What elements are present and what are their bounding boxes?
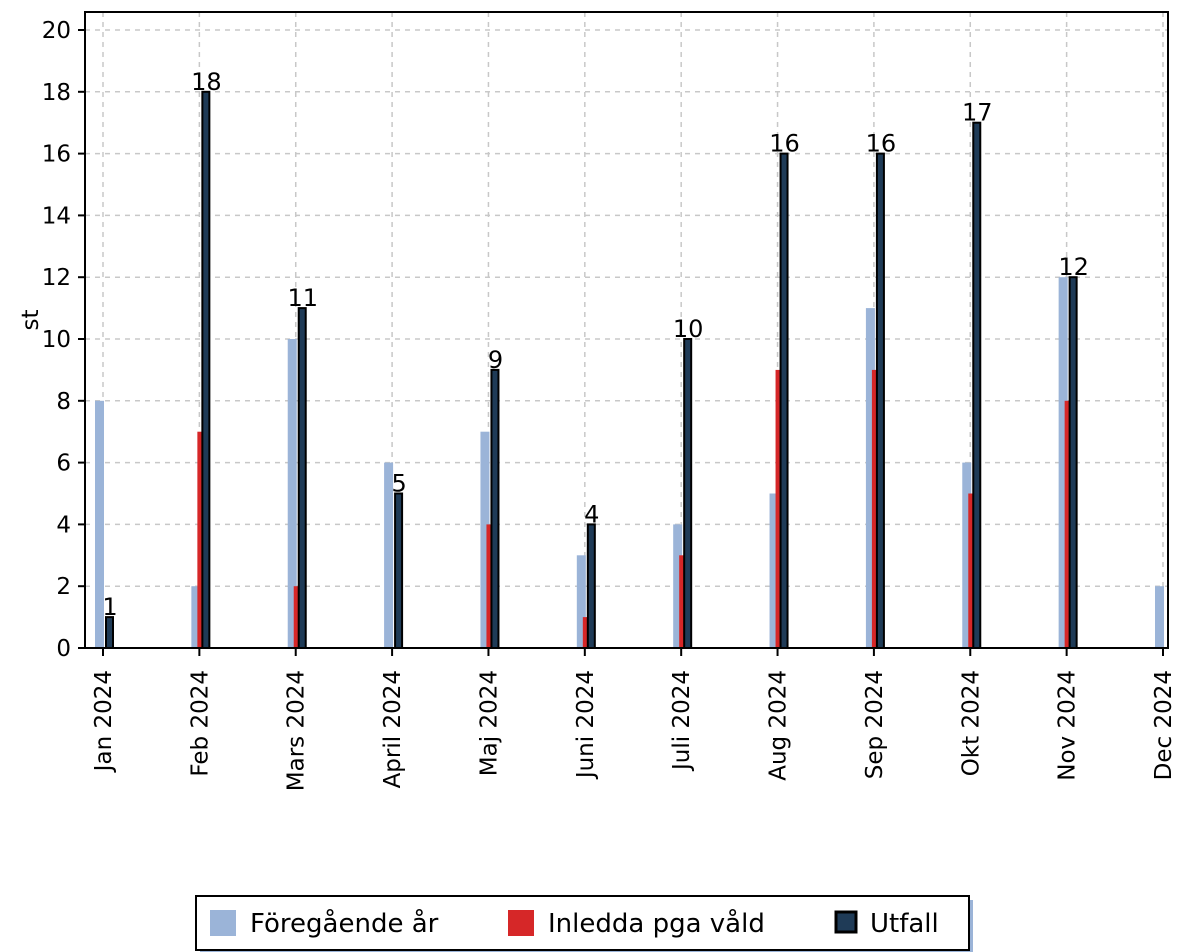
legend-label-foregaende-ar: Föregående år (250, 908, 439, 939)
data-label: 16 (769, 130, 800, 158)
data-label: 12 (1058, 253, 1089, 281)
x-tick-label: Feb 2024 (187, 670, 213, 777)
bar-inledda-pga-vald (871, 369, 877, 648)
y-tick-label: 0 (56, 636, 71, 662)
x-tick-label: Juli 2024 (669, 670, 695, 772)
data-label: 17 (962, 99, 993, 127)
bar-utfall (972, 121, 982, 649)
data-label: 9 (488, 346, 503, 374)
plot-frame (84, 11, 1169, 649)
data-label: 16 (866, 130, 897, 158)
bar-foregaende-ar (962, 462, 972, 648)
bar-foregaende-ar (865, 308, 875, 648)
bar-foregaende-ar (769, 493, 779, 648)
bar-inledda-pga-vald (1064, 400, 1070, 648)
y-tick-label: 20 (42, 18, 71, 44)
bars-layer: 1 18 11 5 9 4 10 16 16 17 12 (95, 68, 1164, 650)
bar-utfall (394, 492, 404, 649)
bar-inledda-pga-vald (775, 369, 781, 648)
bar-foregaende-ar (1058, 277, 1068, 648)
bar-utfall (490, 368, 500, 649)
bar-utfall (683, 338, 693, 649)
bar-utfall (1068, 276, 1078, 649)
data-label: 1 (102, 593, 117, 621)
x-tick-label: Nov 2024 (1055, 670, 1081, 781)
bar-foregaende-ar (480, 431, 490, 648)
data-label: 5 (391, 470, 406, 498)
bar-inledda-pga-vald (582, 617, 588, 648)
x-tick-label: Okt 2024 (958, 670, 984, 776)
legend-label-inledda-pga-vald: Inledda pga våld (548, 908, 765, 939)
legend-swatch-foregaende-ar (210, 910, 236, 936)
bar-utfall (201, 90, 211, 650)
legend-swatch-utfall (834, 910, 858, 934)
y-tick-label: 16 (42, 142, 71, 168)
bar-utfall (105, 616, 114, 649)
x-tick-label: Maj 2024 (476, 670, 502, 776)
legend-swatch-inledda-pga-vald (508, 910, 534, 936)
x-tick-label: Dec 2024 (1151, 670, 1177, 780)
y-tick-label: 12 (42, 265, 71, 291)
y-tick-label: 14 (42, 203, 71, 229)
grid-lines (85, 12, 1168, 648)
y-tick-label: 4 (56, 512, 71, 538)
bar-inledda-pga-vald (197, 431, 203, 648)
x-tick-label: April 2024 (380, 670, 406, 788)
y-tick-label: 10 (42, 327, 71, 353)
bar-foregaende-ar (384, 462, 394, 648)
data-label: 11 (287, 284, 318, 312)
bar-utfall (586, 523, 596, 650)
bar-utfall (875, 152, 885, 649)
bar-inledda-pga-vald (486, 524, 492, 648)
y-tick-label: 18 (42, 80, 71, 106)
bar-inledda-pga-vald (968, 493, 974, 648)
y-axis-title: st (18, 309, 44, 330)
bar-utfall (297, 307, 307, 649)
legend-label-utfall: Utfall (870, 909, 939, 939)
legend: Föregående år Inledda pga våld Utfall (195, 895, 973, 952)
y-tick-label: 6 (56, 451, 71, 477)
x-tick-label: Aug 2024 (766, 670, 792, 781)
bar-foregaende-ar (95, 400, 104, 648)
x-tick-label: Sep 2024 (862, 670, 888, 779)
x-tick-label: Jan 2024 (91, 670, 117, 773)
x-tick-label: Mars 2024 (284, 670, 310, 791)
y-tick-label: 2 (56, 574, 71, 600)
bar-foregaende-ar (1155, 586, 1164, 648)
bar-inledda-pga-vald (679, 555, 685, 648)
bar-inledda-pga-vald (293, 586, 299, 648)
bar-foregaende-ar (673, 524, 683, 648)
x-tick-label: Juni 2024 (573, 670, 599, 780)
bar-utfall (779, 152, 789, 649)
bar-foregaende-ar (576, 555, 586, 648)
bar-foregaende-ar (287, 339, 297, 648)
bar-foregaende-ar (191, 586, 201, 648)
data-label: 4 (584, 500, 599, 528)
data-label: 10 (673, 315, 704, 343)
data-label: 18 (191, 68, 222, 96)
y-tick-label: 8 (56, 389, 71, 415)
